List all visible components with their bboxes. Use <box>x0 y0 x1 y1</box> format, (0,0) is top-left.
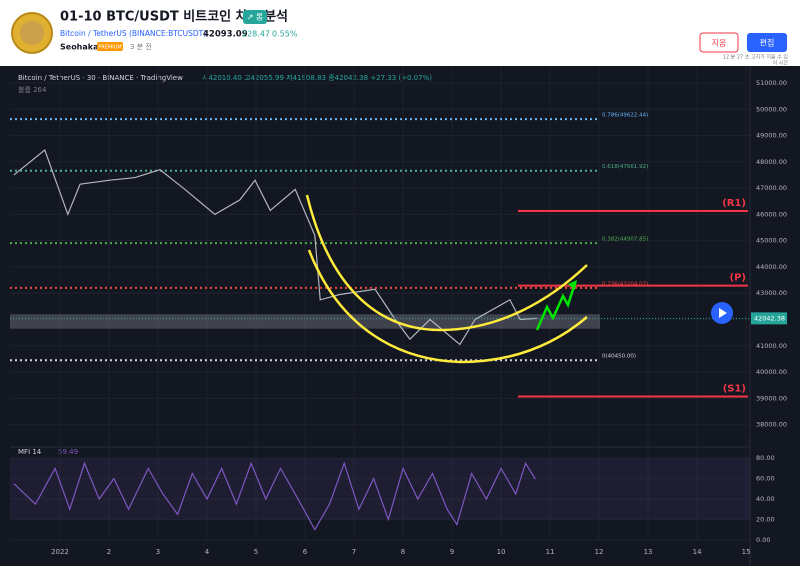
x-tick-label: 3 <box>156 548 160 556</box>
symbol[interactable]: Bitcoin / TetherUS (BINANCE:BTCUSDT) <box>60 29 206 38</box>
play-icon <box>719 308 727 318</box>
mfi-label: MFI 14 <box>18 448 42 456</box>
x-tick-label: 11 <box>546 548 555 556</box>
fib-label: 0.236(43204.07) <box>602 281 648 287</box>
x-tick-label: 2 <box>107 548 111 556</box>
y-tick-label: 49000.00 <box>756 132 787 140</box>
note: 이 시간 <box>773 60 789 67</box>
author[interactable]: Seohakant <box>60 43 108 52</box>
y-tick-label: 46000.00 <box>756 210 787 218</box>
y-tick-label: 39000.00 <box>756 394 787 402</box>
mfi-tick-label: 80.00 <box>756 454 775 462</box>
level-label: (R1) <box>722 198 746 209</box>
mfi-tick-label: 0.00 <box>756 536 770 544</box>
mfi-last: 59.49 <box>58 448 78 456</box>
change-pct: 0.55% <box>272 30 298 39</box>
header-bg <box>0 0 800 62</box>
y-tick-label: 43000.00 <box>756 289 787 297</box>
y-tick-label: 41000.00 <box>756 342 787 350</box>
mfi-band <box>10 458 750 520</box>
premium: PREMIUM <box>98 45 121 51</box>
time: 3 분 전 <box>130 42 152 51</box>
edit-button[interactable] <box>747 33 787 52</box>
level-label: (S1) <box>723 383 746 394</box>
volume-label: 볼륨 264 <box>18 85 47 94</box>
x-tick-label: 4 <box>205 548 210 556</box>
x-tick-label: 5 <box>254 548 258 556</box>
x-tick-label: 9 <box>450 548 454 556</box>
delete-button[interactable] <box>699 32 739 53</box>
delete-label: 지움 <box>712 39 727 48</box>
premium-bg <box>97 42 123 51</box>
last-price: 42042.38 <box>754 314 785 322</box>
x-tick-label: 7 <box>352 548 356 556</box>
ohlc: 시42010.40 고42055.99 저41908.83 종42042.38 … <box>202 73 432 82</box>
last-price-tag <box>751 312 787 325</box>
x-tick-label: 13 <box>644 548 653 556</box>
x-tick-label: 15 <box>742 548 751 556</box>
badge: ↗ 롱 <box>247 13 264 22</box>
price: 42093.09 <box>203 30 248 40</box>
level-label: (P) <box>730 273 746 284</box>
zone <box>10 314 600 329</box>
fib-label: 0.618(47661.92) <box>602 164 648 170</box>
mfi-tick-label: 20.00 <box>756 515 775 523</box>
x-tick-label: 8 <box>401 548 405 556</box>
y-tick-label: 51000.00 <box>756 79 787 87</box>
badge-bg <box>243 10 267 24</box>
title: 01-10 BTC/USDT 비트코인 차트 분석 <box>60 9 288 25</box>
x-tick-label: 10 <box>497 548 506 556</box>
change: 228.47 <box>242 30 270 39</box>
x-tick-label: 2022 <box>51 548 69 556</box>
edit-label: 편집 <box>760 38 775 48</box>
y-tick-label: 45000.00 <box>756 237 787 245</box>
curve-upper <box>305 194 588 332</box>
y-tick-label: 44000.00 <box>756 263 787 271</box>
fib-label: 0.382(44907.85) <box>602 237 648 243</box>
x-tick-label: 14 <box>693 548 702 556</box>
y-tick-label: 50000.00 <box>756 105 787 113</box>
y-tick-label: 40000.00 <box>756 368 787 376</box>
legend: Bitcoin / TetherUS · 30 · BINANCE · Trad… <box>18 74 183 82</box>
fib-label: 0(40450.00) <box>602 354 636 360</box>
arrow-head <box>568 280 577 290</box>
chart-bg <box>0 66 800 566</box>
x-tick-label: 6 <box>303 548 308 556</box>
fib-label: 0.786(49622.44) <box>602 113 648 119</box>
y-tick-label: 38000.00 <box>756 421 787 429</box>
projection-arrow <box>535 282 577 331</box>
curve-lower <box>307 249 588 364</box>
y-tick-label: 47000.00 <box>756 184 787 192</box>
note: 12 분 27 초 고지가 지을 수 있 <box>723 54 789 61</box>
x-tick-label: 12 <box>595 548 604 556</box>
price-line <box>13 148 537 346</box>
mfi-tick-label: 60.00 <box>756 475 775 483</box>
mfi-line <box>13 461 536 531</box>
y-tick-label: 48000.00 <box>756 158 787 166</box>
avatar-inner <box>20 21 44 45</box>
mfi-tick-label: 40.00 <box>756 495 775 503</box>
